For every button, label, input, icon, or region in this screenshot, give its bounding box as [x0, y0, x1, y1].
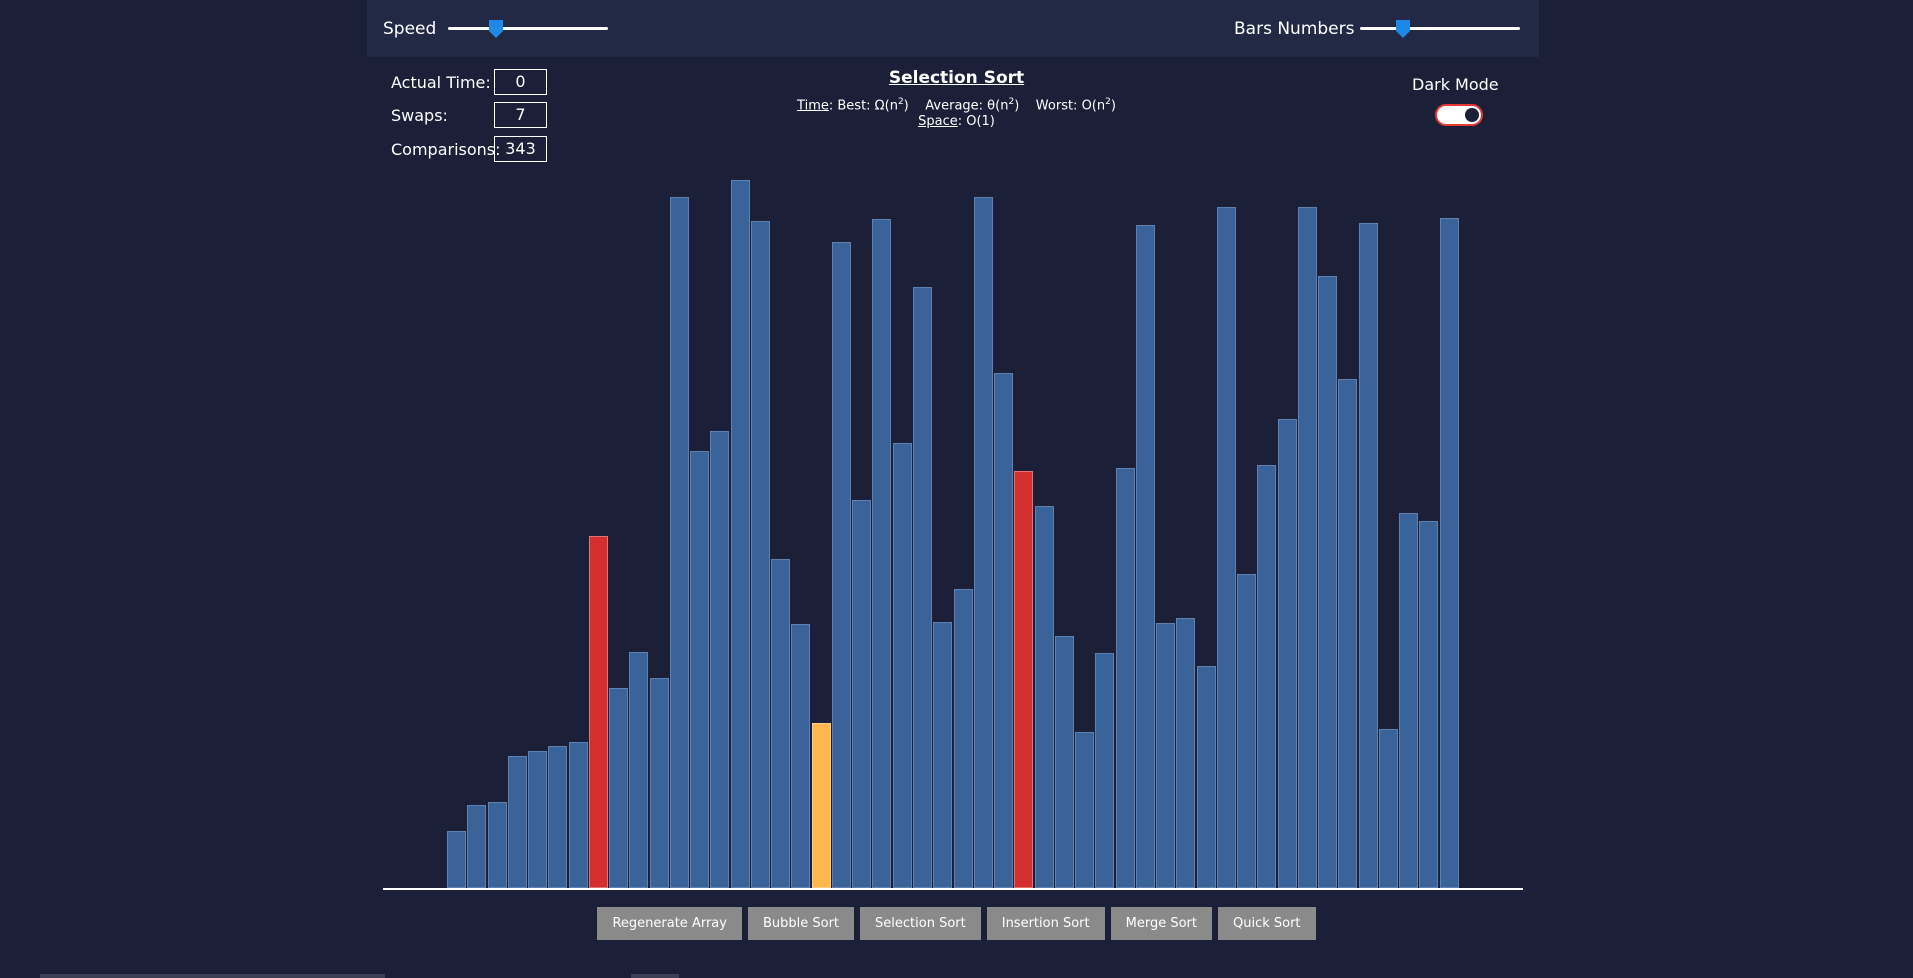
space-label: Space: [918, 114, 958, 129]
bar-23: [912, 286, 932, 888]
bar-49: [1439, 217, 1459, 888]
bar-26: [973, 196, 993, 888]
insertion-sort-button[interactable]: Insertion Sort: [986, 907, 1105, 940]
bar-24: [933, 621, 953, 888]
bars-numbers-label: Bars Numbers: [1234, 19, 1355, 39]
space-complexity: Space: O(1): [0, 113, 1913, 131]
speed-label: Speed: [383, 19, 437, 39]
bar-43: [1318, 275, 1338, 888]
bar-6: [568, 742, 588, 888]
quick-sort-button[interactable]: Quick Sort: [1217, 907, 1316, 940]
bar-20: [852, 500, 872, 888]
worst-close: ): [1110, 98, 1116, 114]
bar-28: [1014, 470, 1034, 888]
dark-mode-toggle[interactable]: [1435, 104, 1483, 126]
time-complexity: Time: Best: Ω(n2) Average: θ(n2) Worst: …: [0, 93, 1913, 115]
bar-7: [588, 536, 608, 888]
bar-36: [1176, 618, 1196, 888]
actual-time-value: 0: [494, 69, 547, 95]
bar-35: [1156, 623, 1176, 888]
bars-slider-track[interactable]: [1360, 27, 1520, 30]
toggle-knob[interactable]: [1465, 108, 1479, 122]
bar-13: [710, 430, 730, 888]
bar-18: [811, 723, 831, 888]
dark-mode-label: Dark Mode: [1412, 75, 1499, 94]
bar-0: [447, 831, 466, 888]
speed-slider[interactable]: [448, 20, 608, 38]
bar-4: [528, 750, 548, 888]
bars-slider-thumb[interactable]: [1396, 20, 1411, 38]
bar-30: [1054, 635, 1074, 888]
space-value: : O(1): [957, 114, 995, 129]
bar-40: [1257, 464, 1277, 888]
bar-5: [548, 746, 568, 888]
bar-21: [872, 218, 892, 888]
bar-3: [507, 755, 527, 888]
comparisons-label: Comparisons:: [391, 140, 501, 159]
bar-14: [730, 180, 750, 888]
horizontal-scrollbar[interactable]: [40, 974, 385, 978]
regenerate-array-button[interactable]: Regenerate Array: [597, 907, 742, 940]
bar-1: [467, 805, 487, 888]
bar-48: [1419, 521, 1439, 888]
bar-27: [994, 372, 1014, 888]
bar-32: [1095, 652, 1115, 888]
bar-46: [1378, 729, 1398, 888]
average-case: Average: θ(n: [925, 98, 1009, 114]
bar-38: [1216, 206, 1236, 888]
best-exponent: 2: [897, 97, 904, 107]
speed-slider-thumb[interactable]: [489, 20, 503, 38]
bubble-sort-button[interactable]: Bubble Sort: [747, 907, 855, 940]
swaps-value: 7: [494, 102, 547, 128]
bar-39: [1237, 573, 1257, 888]
bar-25: [953, 589, 973, 888]
worst-case: Worst: O(n: [1035, 98, 1106, 114]
bar-34: [1135, 224, 1155, 888]
bar-33: [1115, 468, 1135, 888]
bar-16: [771, 559, 791, 888]
bar-17: [791, 623, 811, 888]
bar-44: [1338, 378, 1358, 888]
selection-sort-button[interactable]: Selection Sort: [860, 907, 981, 940]
bars-numbers-slider[interactable]: [1360, 20, 1520, 38]
bar-11: [669, 196, 689, 888]
actual-time-label: Actual Time:: [391, 73, 491, 92]
bar-9: [629, 651, 649, 888]
best-close: ): [903, 98, 909, 114]
bar-42: [1297, 206, 1317, 888]
bar-29: [1034, 505, 1054, 888]
scrollbar-segment[interactable]: [631, 974, 679, 978]
bar-19: [831, 241, 851, 888]
bar-37: [1196, 666, 1216, 888]
bar-15: [750, 221, 770, 888]
merge-sort-button[interactable]: Merge Sort: [1110, 907, 1212, 940]
average-exponent: 2: [1008, 97, 1015, 107]
algorithm-title: Selection Sort: [888, 68, 1025, 88]
bar-22: [892, 442, 912, 888]
bar-2: [487, 802, 507, 888]
bar-10: [649, 677, 669, 888]
time-label: Time: [797, 98, 829, 114]
bar-31: [1075, 732, 1095, 888]
bar-47: [1399, 512, 1419, 888]
speed-slider-track[interactable]: [448, 27, 608, 30]
worst-exponent: 2: [1105, 97, 1111, 107]
comparisons-value: 343: [494, 136, 547, 162]
bar-12: [690, 451, 710, 888]
algorithm-buttons: Regenerate Array Bubble Sort Selection S…: [0, 907, 1913, 940]
bar-41: [1277, 418, 1297, 888]
swaps-label: Swaps:: [391, 106, 448, 125]
bars-baseline: [383, 888, 1523, 890]
average-close: ): [1014, 98, 1020, 114]
bar-45: [1358, 223, 1378, 888]
best-case: : Best: Ω(n: [828, 98, 898, 114]
bar-8: [609, 687, 629, 888]
